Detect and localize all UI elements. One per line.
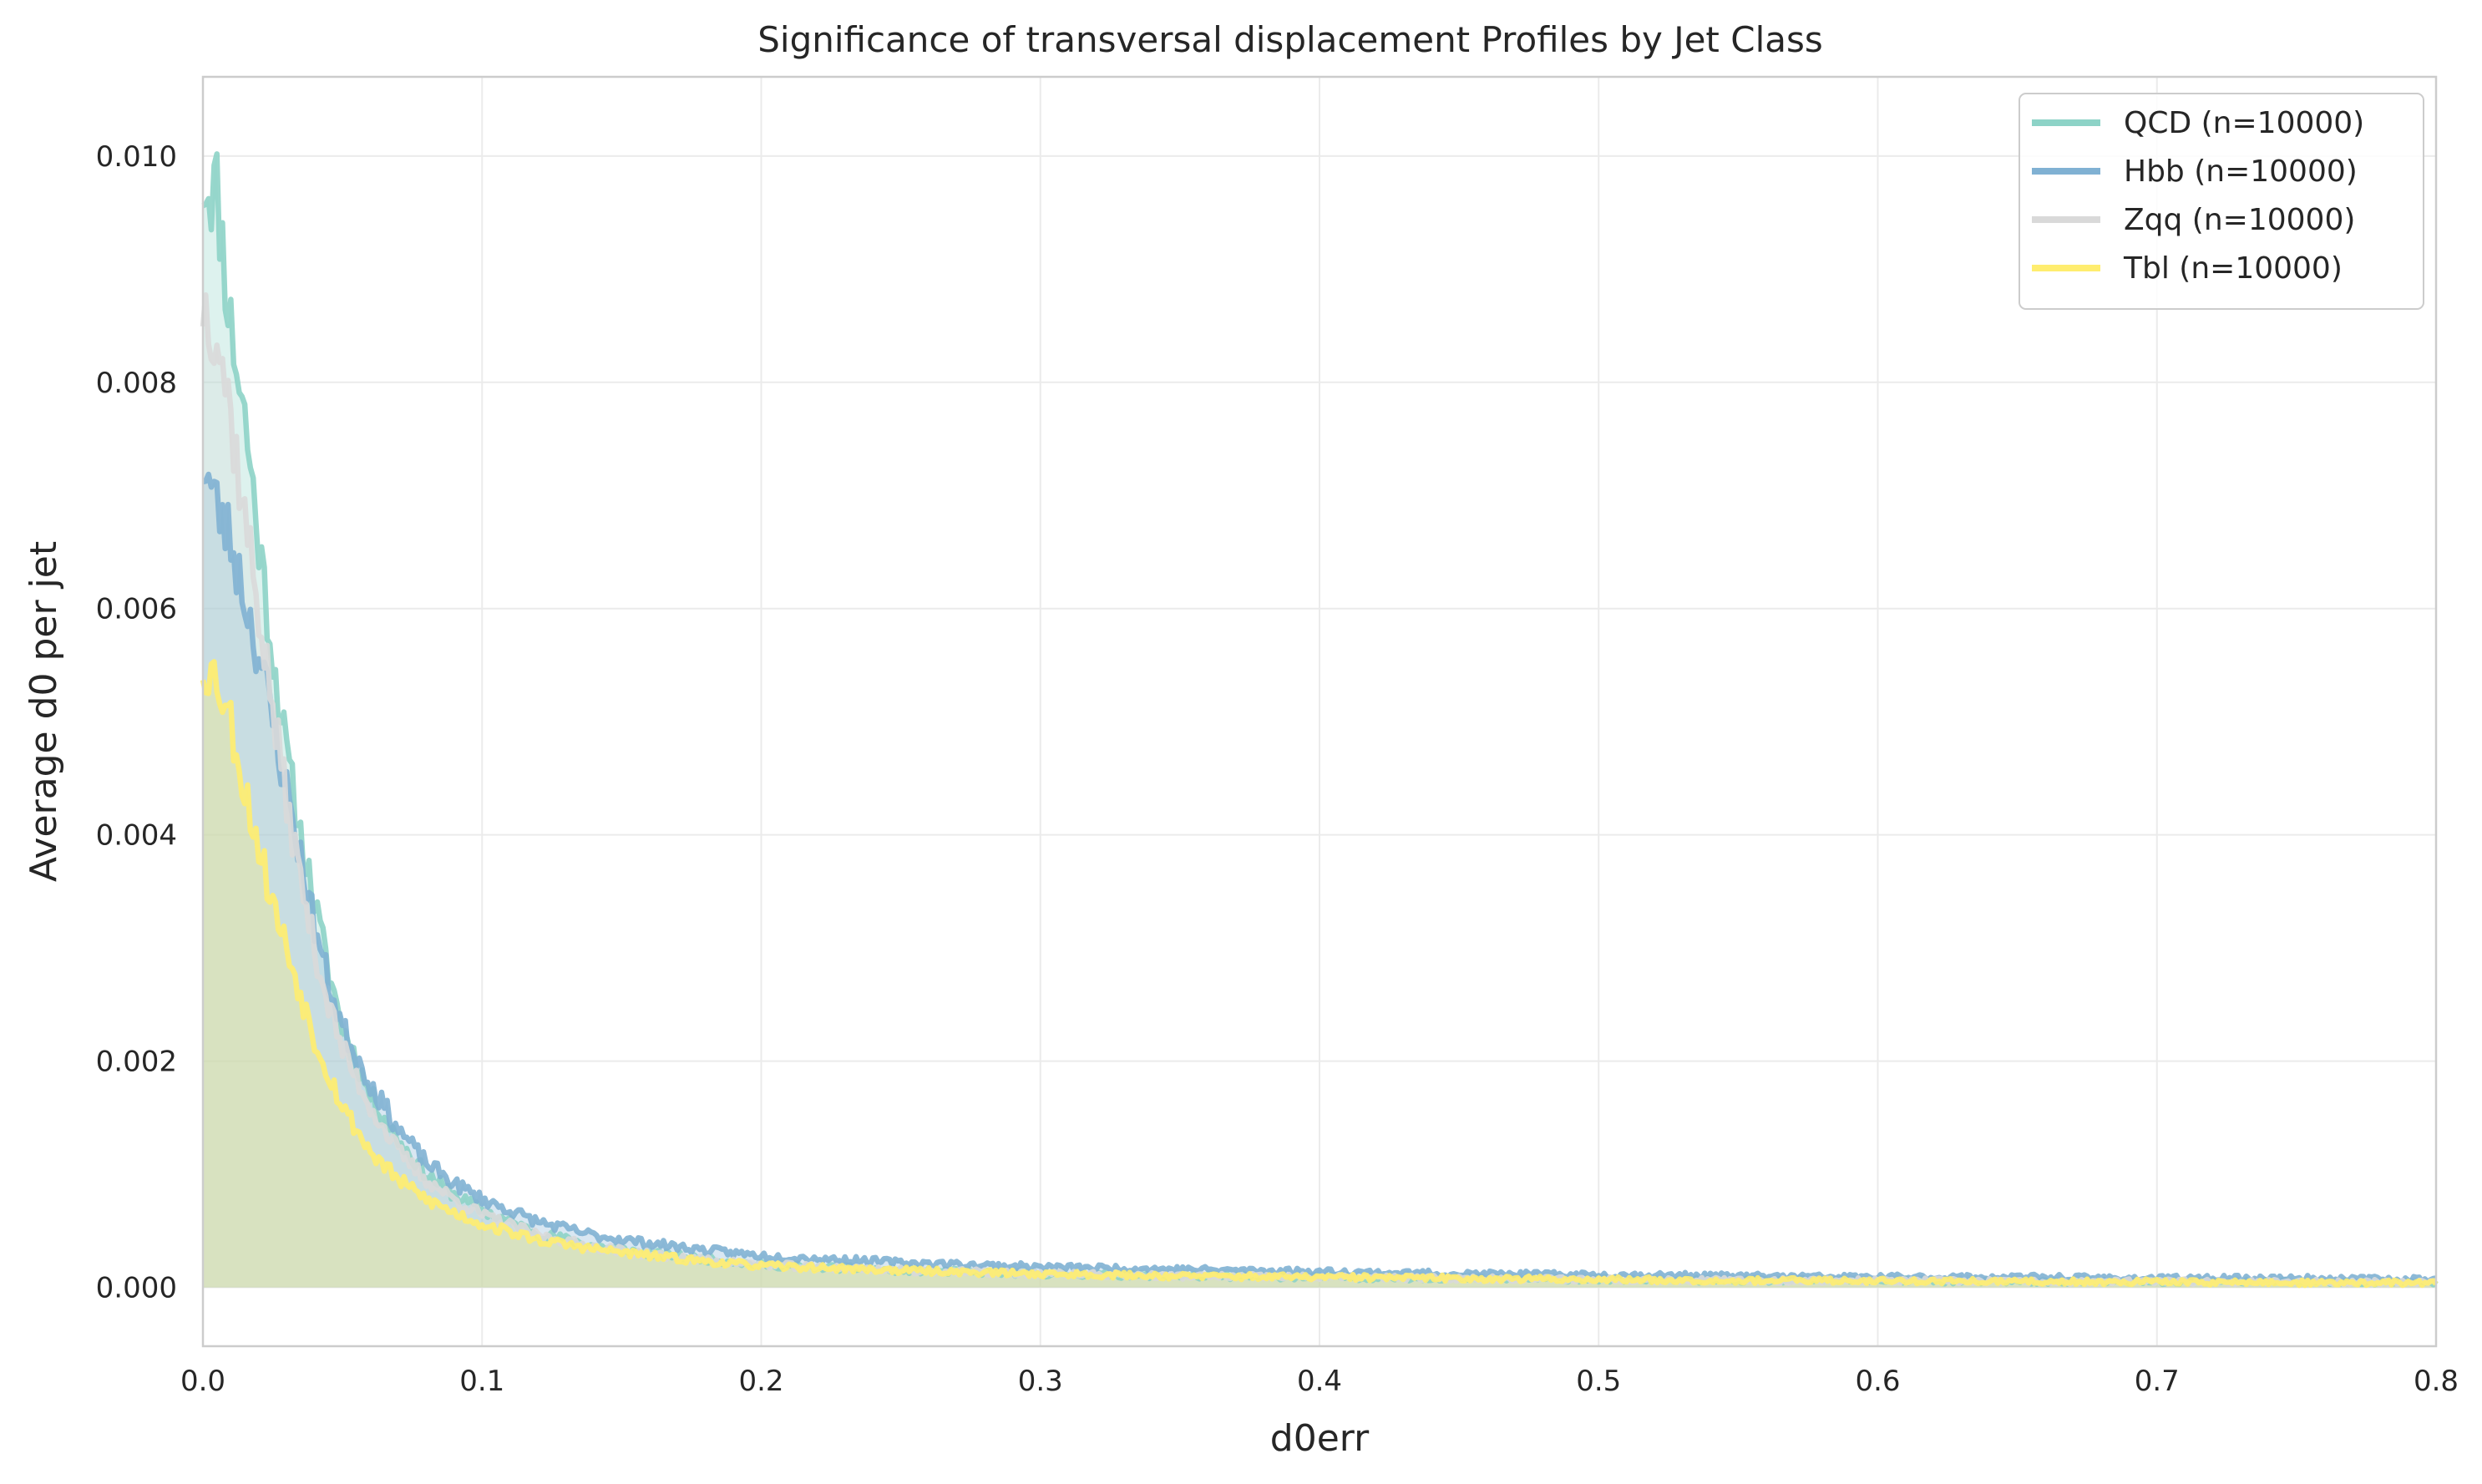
x-tick-label: 0.1 [459, 1365, 504, 1398]
y-tick-label: 0.004 [96, 819, 177, 853]
legend-label: Tbl (n=10000) [2123, 251, 2343, 286]
x-axis-label: d0err [1270, 1417, 1370, 1460]
legend: QCD (n=10000) Hbb (n=10000) Zqq (n=10000) T… [2019, 93, 2424, 310]
chart-title: Significance of transversal displacement… [757, 19, 1823, 60]
legend-label: QCD (n=10000) [2124, 106, 2364, 140]
legend-box [2019, 93, 2424, 310]
y-tick-label: 0.010 [96, 140, 177, 174]
series-area [203, 661, 2436, 1288]
legend-items: QCD (n=10000) Hbb (n=10000) Zqq (n=10000) T… [2032, 106, 2364, 286]
plot-frame [201, 75, 2438, 1348]
x-tick-label: 0.4 [1297, 1365, 1342, 1398]
legend-label: Zqq (n=10000) [2124, 203, 2355, 237]
line-layer [200, 151, 2439, 1289]
x-tick-labels: 0.0 0.1 0.2 0.3 0.4 0.5 0.6 0.7 0.8 [180, 1365, 2459, 1398]
x-tick-label: 0.5 [1576, 1365, 1621, 1398]
y-tick-label: 0.006 [96, 593, 177, 626]
y-tick-label: 0.002 [96, 1046, 177, 1079]
x-tick-label: 0.8 [2414, 1365, 2459, 1398]
x-tick-label: 0.3 [1018, 1365, 1063, 1398]
y-axis-label: Average d0 per jet [23, 541, 65, 882]
grid-layer [203, 77, 2436, 1346]
series-line [200, 659, 2439, 1289]
series-area [203, 474, 2436, 1288]
x-tick-label: 0.0 [180, 1365, 225, 1398]
y-tick-label: 0.000 [96, 1272, 177, 1305]
y-tick-label: 0.008 [96, 367, 177, 400]
x-tick-label: 0.2 [738, 1365, 783, 1398]
y-tick-labels: 0.000 0.002 0.004 0.006 0.008 0.010 [96, 140, 177, 1305]
x-tick-label: 0.7 [2135, 1365, 2180, 1398]
legend-label: Hbb (n=10000) [2124, 154, 2358, 189]
x-tick-label: 0.6 [1855, 1365, 1900, 1398]
